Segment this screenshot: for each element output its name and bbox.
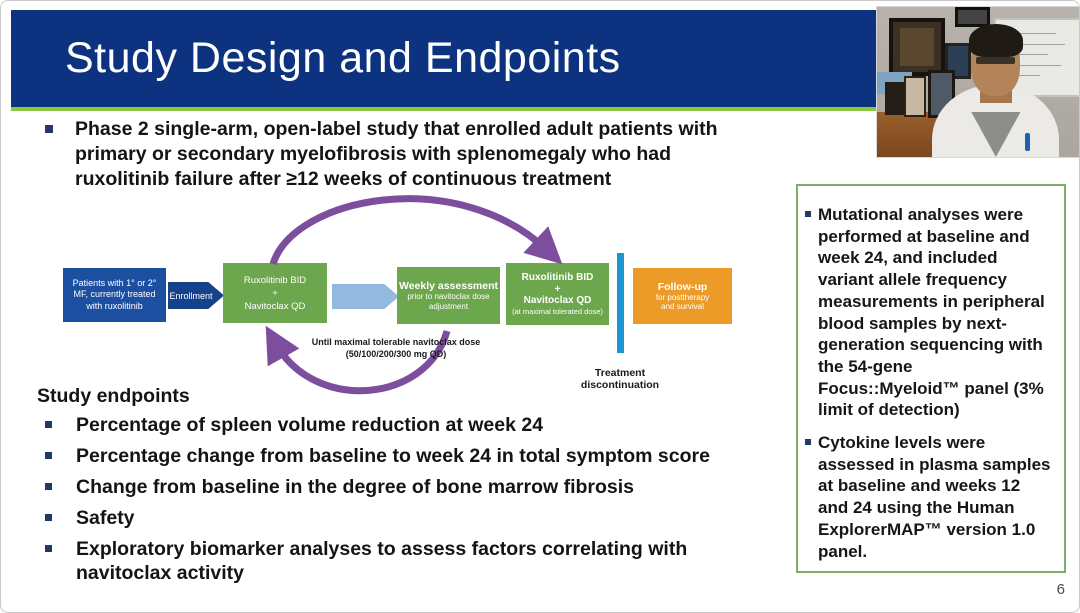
max-dose-line1: Ruxolitinib BID (521, 272, 594, 284)
endpoint-item: Change from baseline in the degree of bo… (41, 475, 781, 499)
presenter-glasses (976, 56, 1016, 64)
max-dose-line4: (at maximal tolerated dose) (512, 306, 603, 316)
right-arrow-icon (332, 284, 399, 309)
loop-label-line2: (50/100/200/300 mg QD) (345, 348, 447, 359)
methods-item-cytokine: Cytokine levels were assessed in plasma … (805, 432, 1058, 562)
endpoint-item: Exploratory biomarker analyses to assess… (41, 537, 781, 585)
desk-photo-frame (885, 82, 904, 115)
treatment-line2: + (272, 287, 278, 299)
endpoints-list: Percentage of spleen volume reduction at… (41, 413, 781, 592)
webcam-video (876, 6, 1079, 158)
methods-side-box: Mutational analyses were performed at ba… (796, 184, 1066, 573)
max-dose-line3: Navitoclax QD (523, 295, 592, 307)
coat-pen (1024, 133, 1030, 151)
weekly-assessment-box: Weekly assessment prior to navitoclax do… (397, 267, 500, 324)
endpoint-item: Percentage change from baseline to week … (41, 444, 781, 468)
max-dose-line2: + (554, 283, 561, 295)
loop-label-line1: Until maximal tolerable navitoclax dose (311, 337, 481, 347)
treatment-line1: Ruxolitinib BID (243, 274, 307, 286)
wall-picture-frame (954, 7, 990, 27)
assessment-title: Weekly assessment (398, 280, 499, 292)
followup-subtitle: for posttherapy and survival (655, 292, 710, 312)
desk-photo-frame (903, 76, 927, 117)
title-banner: Study Design and Endpoints (11, 10, 877, 107)
assessment-subtitle: prior to navitoclax dose adjustment (407, 292, 490, 311)
page-title: Study Design and Endpoints (65, 34, 621, 82)
followup-title: Follow-up (657, 280, 708, 293)
endpoint-item: Percentage of spleen volume reduction at… (41, 413, 781, 437)
discontinuation-bar (617, 253, 624, 353)
treatment-line3: Navitoclax QD (244, 300, 306, 312)
study-description: Phase 2 single-arm, open-label study tha… (75, 118, 718, 190)
treatment-discontinuation-label: Treatment discontinuation (580, 367, 660, 391)
patients-box: Patients with 1° or 2° MF, currently tre… (63, 268, 166, 322)
followup-box: Follow-up for posttherapy and survival (633, 268, 732, 324)
enrollment-arrow: Enrollment (168, 282, 224, 309)
loop-arrow-top-icon (269, 195, 563, 266)
presenter-hair (969, 23, 1023, 57)
max-dose-box: Ruxolitinib BID + Navitoclax QD (at maxi… (506, 263, 609, 325)
loop-label: Until maximal tolerable navitoclax dose … (256, 337, 536, 360)
banner-underline (11, 107, 877, 111)
bullet-square-icon (45, 125, 53, 133)
methods-item-mutational: Mutational analyses were performed at ba… (805, 204, 1058, 421)
page-number: 6 (1056, 581, 1065, 598)
endpoints-heading: Study endpoints (37, 385, 190, 407)
treatment-box: Ruxolitinib BID + Navitoclax QD (223, 263, 327, 323)
wall-picture-frame (889, 17, 945, 76)
endpoint-item: Safety (41, 506, 781, 530)
